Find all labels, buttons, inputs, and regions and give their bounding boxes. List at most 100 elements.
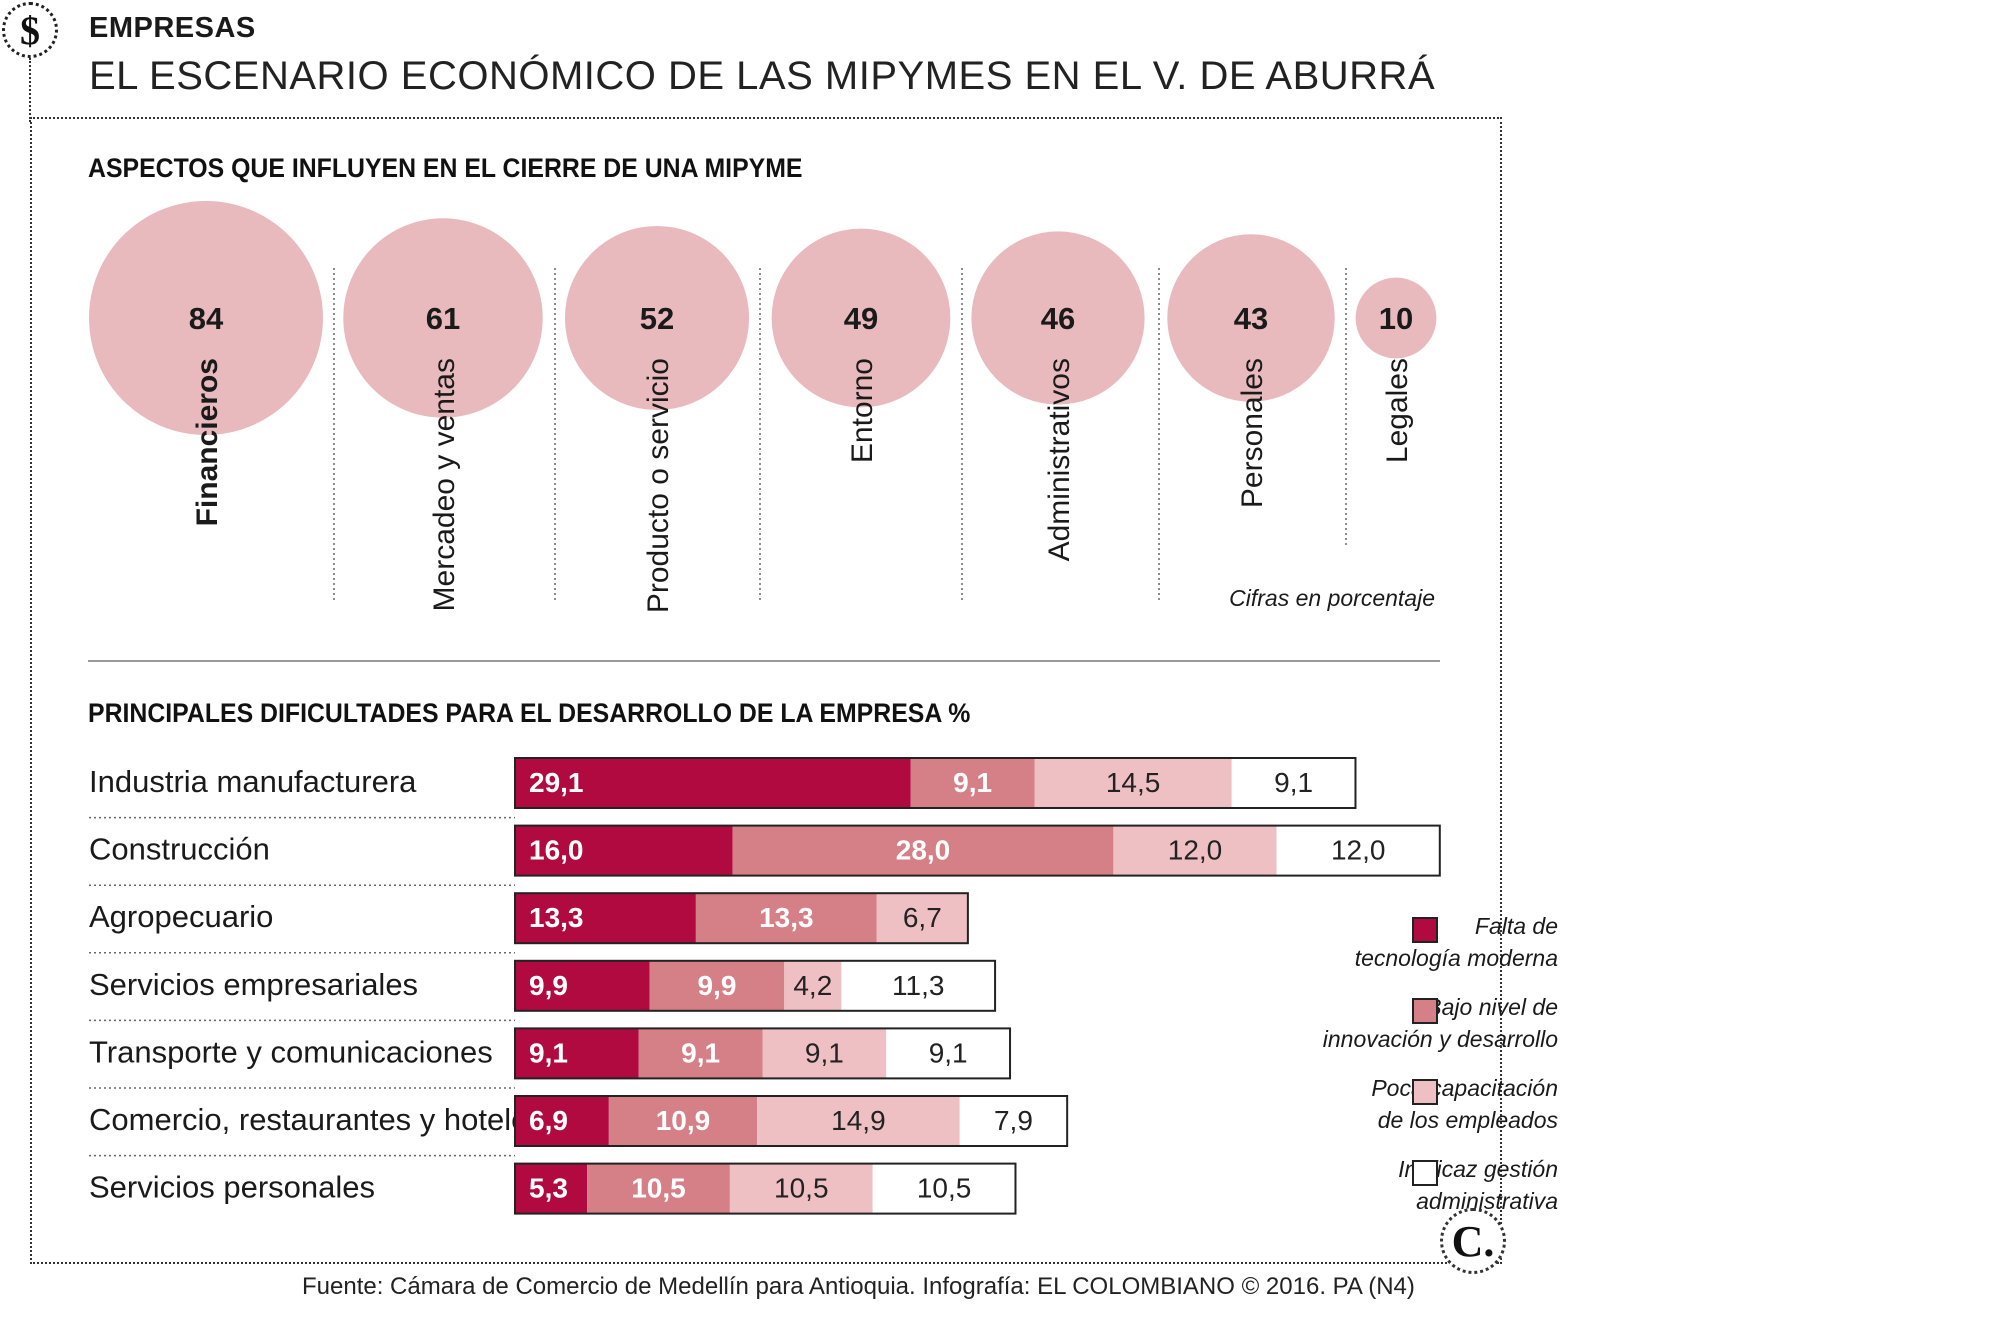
legend-label-line2: innovación y desarrollo xyxy=(1322,1026,1558,1052)
dollar-sign-icon: $ xyxy=(2,2,58,58)
bar-segment xyxy=(1276,825,1440,876)
bar-segment-label: 11,3 xyxy=(892,970,944,1001)
bar-category-label: Agropecuario xyxy=(89,899,273,934)
bar-outline xyxy=(514,1162,1017,1215)
legend-item-capacitacion: Poca capacitación de los empleados xyxy=(1371,1072,1558,1136)
bar-segment xyxy=(757,1096,960,1146)
bar-segment xyxy=(732,825,1114,876)
bubble-category-label: Entorno xyxy=(846,358,879,463)
bar-segment-label: 9,1 xyxy=(681,1037,720,1068)
bar-segment-label: 28,0 xyxy=(896,835,951,866)
bar-segment-label: 9,9 xyxy=(529,970,568,1001)
bar-chart-title: PRINCIPALES DIFICULTADES PARA EL DESARRO… xyxy=(88,698,971,728)
bar-segment-label: 9,1 xyxy=(1274,767,1313,798)
bar-segment xyxy=(515,758,911,808)
bar-segment-label: 14,5 xyxy=(1106,767,1161,798)
bar-segment xyxy=(587,1163,730,1214)
legend-label-line1: Falta de xyxy=(1474,913,1558,939)
bubble-chart: 84 61 52 49 46 43 10 Financieros Mercadeo y vent… xyxy=(89,201,1437,613)
bar-segment-label: 9,1 xyxy=(529,1037,568,1068)
legend-swatch-tecnologia xyxy=(1412,917,1438,943)
bar-outline xyxy=(514,892,969,945)
bar-category-label: Industria manufacturera xyxy=(89,764,417,799)
source-credit: Fuente: Cámara de Comercio de Medellín p… xyxy=(302,1273,1415,1300)
legend-label-line2: tecnología moderna xyxy=(1354,945,1558,971)
bar-segment xyxy=(886,1028,1011,1079)
bar-segment-label: 16,0 xyxy=(529,835,584,866)
bar-segment-label: 10,5 xyxy=(774,1173,829,1204)
bar-category-label: Transporte y comunicaciones xyxy=(89,1034,493,1069)
bar-segment xyxy=(695,893,877,944)
el-colombiano-logo-icon: C. xyxy=(1440,1208,1506,1274)
legend-label-line1: Poca capacitación xyxy=(1371,1075,1558,1101)
bar-segment-label: 10,9 xyxy=(656,1105,711,1136)
bar-segment xyxy=(638,1028,763,1079)
bar-segment-label: 9,9 xyxy=(697,970,736,1001)
bar-segment-label: 5,3 xyxy=(529,1173,568,1204)
bubble-value-label: 84 xyxy=(189,301,224,336)
bar-segment-label: 9,1 xyxy=(805,1037,844,1068)
bar-segment-label: 12,0 xyxy=(1331,835,1386,866)
stacked-bar-chart: Industria manufacturera 29,1 9,1 14,5 9,1 Con… xyxy=(89,757,1441,1215)
bar-outline xyxy=(514,1027,1012,1080)
bar-segment-label: 6,7 xyxy=(903,902,942,933)
bubble-value-label: 10 xyxy=(1379,301,1413,336)
bar-segment-label: 12,0 xyxy=(1168,835,1223,866)
bar-segment-label: 13,3 xyxy=(759,902,814,933)
bar-segment-label: 4,2 xyxy=(793,970,832,1001)
header-divider xyxy=(29,58,31,122)
bar-segment xyxy=(649,960,785,1011)
legend-label-line2: de los empleados xyxy=(1377,1107,1558,1133)
bar-outline xyxy=(514,959,997,1012)
bar-segment xyxy=(515,1096,609,1146)
bubble-2 xyxy=(343,218,543,418)
bar-outline xyxy=(514,757,1357,809)
legend-swatch-gestion xyxy=(1412,1160,1438,1186)
bar-category-label: Construcción xyxy=(89,832,270,867)
bar-segment xyxy=(515,893,696,944)
bubble-value-label: 46 xyxy=(1041,301,1075,336)
bar-segment-label: 10,5 xyxy=(917,1173,972,1204)
bar-category-label: Servicios personales xyxy=(89,1170,375,1205)
bar-segment xyxy=(515,1163,588,1214)
bar-segment xyxy=(1113,825,1277,876)
bubble-value-label: 43 xyxy=(1234,301,1268,336)
bubble-value-label: 52 xyxy=(640,301,674,336)
bar-segment-label: 7,9 xyxy=(994,1105,1033,1136)
page-title: EL ESCENARIO ECONÓMICO DE LAS MIPYMES EN… xyxy=(89,54,1436,98)
legend-item-innovacion: Bajo nivel de innovación y desarrollo xyxy=(1323,991,1558,1055)
bar-segment xyxy=(608,1096,758,1146)
legend-swatch-innovacion xyxy=(1412,998,1438,1024)
bubble-chart-title: ASPECTOS QUE INFLUYEN EN EL CIERRE DE UN… xyxy=(88,153,803,183)
bubble-3 xyxy=(564,225,750,411)
bar-outline xyxy=(514,824,1441,877)
bar-segment xyxy=(515,960,650,1011)
bubble-5 xyxy=(971,231,1145,405)
bar-segment-label: 9,1 xyxy=(929,1037,968,1068)
legend-item-tecnologia: Falta de tecnología moderna xyxy=(1355,910,1558,974)
bubble-1 xyxy=(89,201,323,435)
bar-segment-label: 13,3 xyxy=(529,902,584,933)
bubble-category-label: Personales xyxy=(1236,358,1269,508)
bubble-7 xyxy=(1355,277,1437,359)
legend-swatch-capacitacion xyxy=(1412,1079,1438,1105)
bar-segment xyxy=(729,1163,873,1214)
bar-category-label: Comercio, restaurantes y hoteles xyxy=(89,1102,544,1137)
bar-segment xyxy=(1231,758,1356,808)
bar-segment-label: 6,9 xyxy=(529,1105,568,1136)
infographic-frame xyxy=(30,117,1502,1264)
bar-segment xyxy=(841,960,996,1011)
bar-category-label: Servicios empresariales xyxy=(89,967,418,1002)
bubble-category-label: Mercadeo y ventas xyxy=(428,358,461,611)
bubble-4 xyxy=(771,228,951,408)
legend-label-line1: Bajo nivel de xyxy=(1426,994,1558,1020)
chart-note: Cifras en porcentaje xyxy=(1229,585,1435,611)
bar-segment-label: 10,5 xyxy=(631,1173,686,1204)
bar-segment-label: 29,1 xyxy=(529,767,584,798)
legend-label-line2: administrativa xyxy=(1416,1188,1558,1214)
bar-segment xyxy=(515,1028,639,1079)
bubble-6 xyxy=(1167,234,1335,402)
bar-segment-label: 14,9 xyxy=(831,1105,886,1136)
bar-segment-label: 9,1 xyxy=(953,767,992,798)
bar-segment xyxy=(1034,758,1232,808)
